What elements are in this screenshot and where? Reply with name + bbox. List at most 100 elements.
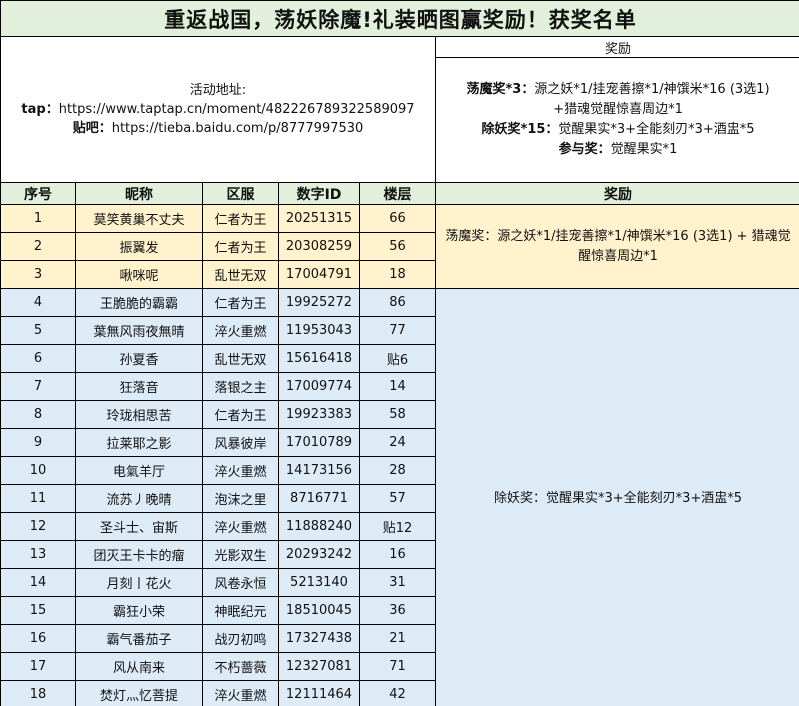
rewards-box: 荡魔奖*3：源之妖*1/挂宠善擦*1/神馔米*16 (3选1) +猎魂觉醒惊喜周… [434,57,799,183]
table-row: 13 团灭王卡卡的瘤 光影双生 20293242 16 [0,540,799,569]
cell-index: 12 [0,512,76,541]
reward-line-label: 荡魔奖*3： [466,82,535,97]
cell-nickname: 拉莱耶之影 [75,428,203,457]
col-header: 区服 [202,182,279,205]
cell-server: 光影双生 [202,540,279,569]
table-row: 9 拉莱耶之影 风暴彼岸 17010789 24 [0,428,799,457]
cell-floor: 16 [359,540,436,569]
cell-floor: 71 [359,652,436,681]
cell-index: 9 [0,428,76,457]
cell-server: 风卷永恒 [202,568,279,597]
cell-server: 战刃初鸣 [202,624,279,653]
cell-floor: 21 [359,624,436,653]
cell-index: 8 [0,400,76,429]
cell-id: 5213140 [278,568,360,597]
cell-nickname: 莫笑黄巢不丈夫 [75,204,203,233]
cell-id: 19925272 [278,288,360,317]
cell-server: 淬火重燃 [202,316,279,345]
cell-index: 13 [0,540,76,569]
cell-server: 仁者为王 [202,400,279,429]
table-row: 15 霸狂小荣 神眠纪元 18510045 36 [0,596,799,625]
cell-server: 风暴彼岸 [202,428,279,457]
rewards-box-header: 奖励 [434,36,799,58]
reward-line-text: 觉醒果实*1 [610,142,678,157]
reward-line-label: 参与奖： [558,142,611,157]
cell-floor: 14 [359,372,436,401]
cell-floor: 66 [359,204,436,233]
reward-line-text: 觉醒果实*3+全能刻刃*3+酒盅*5 [558,122,755,137]
cell-nickname: 王脆脆的霸霸 [75,288,203,317]
cell-id: 17010789 [278,428,360,457]
cell-index: 2 [0,232,76,261]
cell-nickname: 月刻丨花火 [75,568,203,597]
table-row: 18 焚灯灬忆菩提 淬火重燃 12111464 42 [0,680,799,706]
cell-server: 淬火重燃 [202,680,279,706]
cell-nickname: 风从南来 [75,652,203,681]
col-header: 数字ID [278,182,360,205]
cell-server: 乱世无双 [202,344,279,373]
cell-id: 14173156 [278,456,360,485]
cell-index: 15 [0,596,76,625]
cell-server: 淬火重燃 [202,512,279,541]
cell-floor: 31 [359,568,436,597]
cell-index: 10 [0,456,76,485]
cell-nickname: 玲珑相思苦 [75,400,203,429]
cell-index: 6 [0,344,76,373]
cell-id: 20293242 [278,540,360,569]
table-row: 6 孙夏香 乱世无双 15616418 贴6 [0,344,799,373]
cell-server: 仁者为王 [202,232,279,261]
tieba-link[interactable]: https://tieba.baidu.com/p/8777997530 [111,121,364,136]
table-row: 16 霸气番茄子 战刃初鸣 17327438 21 [0,624,799,653]
cell-nickname: 霸气番茄子 [75,624,203,653]
cell-index: 14 [0,568,76,597]
cell-id: 12111464 [278,680,360,706]
cell-nickname: 霸狂小荣 [75,596,203,625]
cell-nickname: 孙夏香 [75,344,203,373]
cell-nickname: 狂落音 [75,372,203,401]
cell-index: 17 [0,652,76,681]
cell-reward-group: 除妖奖：觉醒果实*3+全能刻刃*3+酒盅*5 [434,288,799,706]
cell-server: 淬火重燃 [202,456,279,485]
col-header: 奖励 [434,182,799,205]
cell-index: 4 [0,288,76,317]
table-row: 11 流苏丿晚晴 泡沫之里 8716771 57 [0,484,799,513]
cell-floor: 贴12 [359,512,436,541]
cell-floor: 77 [359,316,436,345]
cell-nickname: 电氣羊厅 [75,456,203,485]
cell-nickname: 振翼发 [75,232,203,261]
cell-floor: 56 [359,232,436,261]
page-title: 重返战国，荡妖除魔!礼装晒图赢奖励！获奖名单 [0,0,799,37]
reward-line-label: 除妖奖*15： [481,122,559,137]
cell-index: 3 [0,260,76,289]
reward-line-text: +猎魂觉醒惊喜周边*1 [553,102,683,117]
cell-id: 18510045 [278,596,360,625]
activity-info: 活动地址: tap：https://www.taptap.cn/moment/4… [0,36,436,183]
cell-index: 18 [0,680,76,706]
cell-index: 1 [0,204,76,233]
cell-floor: 24 [359,428,436,457]
cell-id: 8716771 [278,484,360,513]
cell-nickname: 焚灯灬忆菩提 [75,680,203,706]
table-header: 序号 昵称 区服 数字ID 楼层 奖励 [0,182,799,205]
cell-id: 17327438 [278,624,360,653]
cell-reward-group: 荡魔奖：源之妖*1/挂宠善擦*1/神馔米*16 (3选1) + 猎魂觉醒惊喜周边… [434,204,799,289]
cell-nickname: 圣斗士、宙斯 [75,512,203,541]
tap-link[interactable]: https://www.taptap.cn/moment/48222678932… [58,102,415,117]
cell-nickname: 流苏丿晚晴 [75,484,203,513]
cell-index: 7 [0,372,76,401]
cell-floor: 贴6 [359,344,436,373]
cell-id: 17004791 [278,260,360,289]
cell-floor: 57 [359,484,436,513]
cell-id: 11888240 [278,512,360,541]
table-row: 5 葉無风雨夜無晴 淬火重燃 11953043 77 [0,316,799,345]
cell-server: 落银之主 [202,372,279,401]
col-header: 序号 [0,182,76,205]
cell-server: 神眠纪元 [202,596,279,625]
table-row: 1 莫笑黄巢不丈夫 仁者为王 20251315 66 荡魔奖：源之妖*1/挂宠善擦*1/神… [0,204,799,289]
activity-label: 活动地址: [189,83,247,98]
col-header: 楼层 [359,182,436,205]
table-row: 14 月刻丨花火 风卷永恒 5213140 31 [0,568,799,597]
cell-floor: 18 [359,260,436,289]
cell-server: 不朽蔷薇 [202,652,279,681]
